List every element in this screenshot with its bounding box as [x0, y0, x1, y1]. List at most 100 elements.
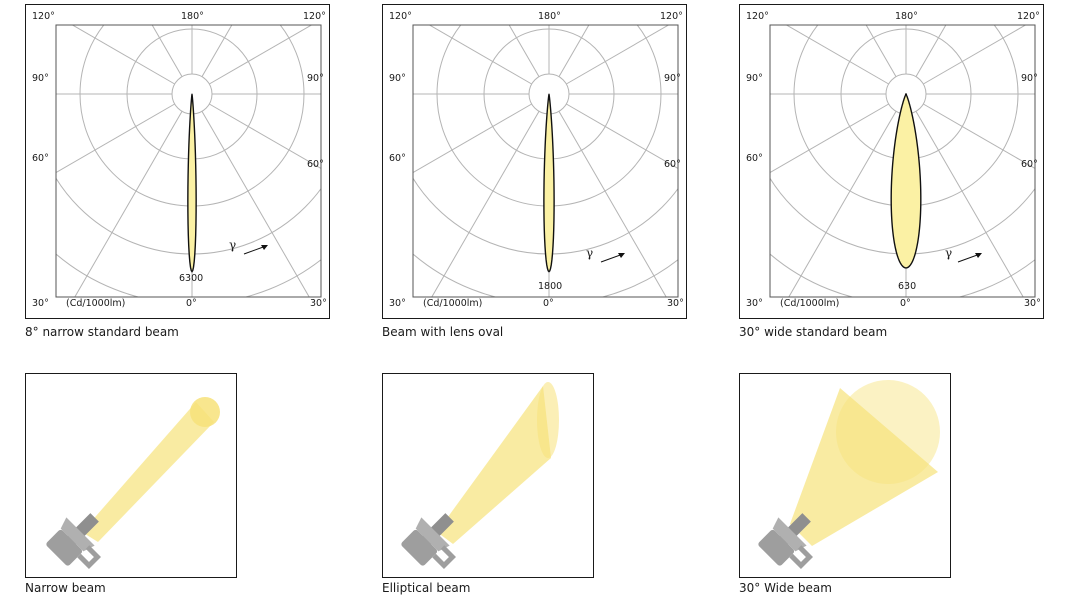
gamma-arrowhead: [975, 253, 982, 258]
unit-label: (Cd/1000lm): [423, 298, 483, 309]
polar-diagram-narrow: 120° 180° 120° 90° 90° 60° 60° 30° (Cd/1…: [25, 4, 330, 319]
caption-wide-beam: 30° Wide beam: [739, 581, 832, 595]
grid-radial-line: [71, 25, 175, 85]
spotlight-icon: [758, 513, 813, 569]
unit-label: (Cd/1000lm): [780, 298, 840, 309]
label-30-left: 30°: [746, 298, 763, 309]
luminous-intensity-curve: [890, 93, 922, 269]
elliptical-beam-scene: [401, 382, 559, 569]
label-30-right: 30°: [667, 298, 684, 309]
light-spot: [537, 382, 559, 458]
label-30-left: 30°: [389, 298, 406, 309]
label-0: 0°: [900, 298, 911, 309]
grid-circle: [56, 253, 321, 297]
label-180: 180°: [895, 11, 918, 22]
label-90-right: 90°: [664, 73, 681, 84]
label-180: 180°: [181, 11, 204, 22]
label-30-right: 30°: [1024, 298, 1041, 309]
grid-radial-line: [201, 111, 310, 297]
grid-circle: [413, 177, 678, 255]
beam-illustration-narrow: [25, 373, 237, 578]
label-60-right: 60°: [1021, 159, 1038, 170]
unit-label: (Cd/1000lm): [66, 298, 126, 309]
plot-frame: [769, 24, 1036, 298]
caption-narrow-beam: Narrow beam: [25, 581, 106, 595]
label-30-left: 30°: [32, 298, 49, 309]
beam-illustration-wide: [739, 373, 951, 578]
grid-radial-line: [431, 111, 540, 297]
spotlight-icon: [46, 513, 101, 569]
caption-elliptical-beam: Elliptical beam: [382, 581, 471, 595]
label-0: 0°: [186, 298, 197, 309]
label-60-left: 60°: [746, 153, 763, 164]
polar-grid: [412, 24, 679, 298]
beam-illustration-elliptical: [382, 373, 594, 578]
grid-radial-line: [788, 111, 897, 297]
light-cone: [790, 388, 938, 546]
grid-radial-line: [209, 103, 321, 170]
narrow-beam-scene: [46, 397, 220, 569]
grid-radial-line: [413, 103, 532, 174]
gamma-symbol: γ: [586, 246, 594, 260]
gamma-arrow: [600, 253, 624, 263]
grid-radial-line: [428, 25, 532, 85]
grid-radial-line: [566, 103, 678, 170]
gamma-arrowhead: [618, 253, 625, 258]
grid-radial-line: [56, 103, 175, 174]
label-120-left: 120°: [389, 11, 412, 22]
label-60-right: 60°: [307, 159, 324, 170]
polar-diagram-oval: 120° 180° 120° 90° 90° 60° 60° 30° (Cd/1…: [382, 4, 687, 319]
polar-grid: [769, 24, 1036, 298]
label-90-right: 90°: [307, 73, 324, 84]
peak-intensity-value: 1800: [538, 281, 563, 292]
grid-radial-line: [770, 103, 889, 174]
grid-lines: [413, 25, 678, 297]
peak-intensity-value: 630: [898, 281, 917, 292]
luminous-intensity-curve: [187, 93, 197, 273]
gamma-symbol: γ: [945, 246, 953, 260]
label-90-left: 90°: [389, 73, 406, 84]
grid-circle: [56, 177, 321, 255]
polar-diagram-wide: 120° 180° 120° 90° 90° 60° 60° 30° (Cd/1…: [739, 4, 1044, 319]
peak-intensity-value: 6300: [179, 273, 204, 284]
light-cone: [82, 402, 214, 542]
wide-beam-scene: [758, 380, 940, 569]
caption-wide-standard-beam: 30° wide standard beam: [739, 325, 888, 339]
light-spot: [836, 380, 940, 484]
grid-circle: [770, 253, 1035, 297]
gamma-arrow: [243, 245, 267, 255]
plot-frame: [412, 24, 679, 298]
label-120-right: 120°: [660, 11, 683, 22]
label-120-left: 120°: [746, 11, 769, 22]
label-180: 180°: [538, 11, 561, 22]
grid-radial-line: [923, 25, 1027, 85]
grid-radial-line: [915, 111, 1024, 297]
caption-beam-with-lens-oval: Beam with lens oval: [382, 325, 504, 339]
luminous-intensity-curve: [543, 93, 555, 273]
grid-radial-line: [209, 25, 313, 85]
caption-narrow-standard-beam: 8° narrow standard beam: [25, 325, 179, 339]
label-0: 0°: [543, 298, 554, 309]
polar-grid: [55, 24, 322, 298]
gamma-symbol: γ: [229, 238, 237, 252]
grid-radial-line: [558, 111, 667, 297]
grid-radial-line: [785, 25, 889, 85]
spotlight-icon: [401, 513, 456, 569]
grid-radial-line: [923, 103, 1035, 170]
gamma-arrowhead: [261, 245, 268, 250]
light-spot: [190, 397, 220, 427]
light-cone: [437, 386, 551, 544]
label-30-right: 30°: [310, 298, 327, 309]
grid-radial-line: [74, 111, 183, 297]
gamma-arrow: [957, 253, 981, 263]
label-120-right: 120°: [1017, 11, 1040, 22]
label-120-left: 120°: [32, 11, 55, 22]
grid-circle: [413, 253, 678, 297]
label-90-left: 90°: [32, 73, 49, 84]
label-60-right: 60°: [664, 159, 681, 170]
label-60-left: 60°: [389, 153, 406, 164]
label-90-left: 90°: [746, 73, 763, 84]
grid-radial-line: [566, 25, 670, 85]
label-90-right: 90°: [1021, 73, 1038, 84]
label-120-right: 120°: [303, 11, 326, 22]
